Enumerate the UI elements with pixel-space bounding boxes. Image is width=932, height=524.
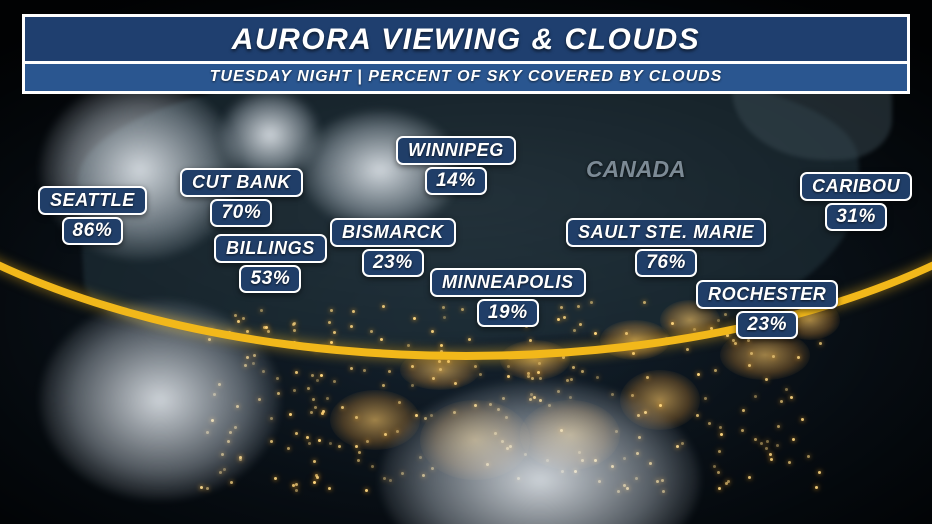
cloud-pacific-nw — [40, 80, 240, 260]
cloud-west — [40, 300, 280, 500]
subtitle-bar: TUESDAY NIGHT | PERCENT OF SKY COVERED B… — [22, 61, 910, 94]
header-banner: AURORA VIEWING & CLOUDS TUESDAY NIGHT | … — [22, 14, 910, 94]
title-bar: AURORA VIEWING & CLOUDS — [22, 14, 910, 61]
cloud-north-plains — [300, 110, 460, 230]
subtitle-text: TUESDAY NIGHT | PERCENT OF SKY COVERED B… — [210, 68, 723, 85]
title-text: AURORA VIEWING & CLOUDS — [232, 23, 700, 56]
cloud-rockies — [220, 90, 320, 180]
